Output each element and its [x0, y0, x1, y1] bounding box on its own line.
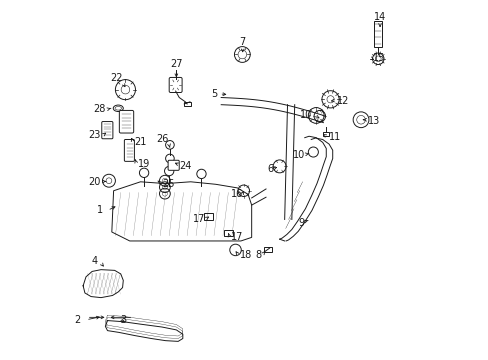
Text: 22: 22 [110, 73, 122, 83]
Bar [322, 132, 328, 136]
Text: 23: 23 [88, 130, 100, 140]
Text: 26: 26 [156, 134, 168, 144]
Text: 4: 4 [92, 256, 98, 266]
FancyBboxPatch shape [102, 122, 113, 139]
Text: 24: 24 [179, 161, 191, 171]
FancyBboxPatch shape [124, 139, 134, 161]
Text: 20: 20 [88, 177, 100, 187]
Text: 19: 19 [137, 159, 150, 169]
Text: 15: 15 [372, 53, 385, 63]
Bar [204, 213, 212, 220]
Text: 17: 17 [230, 232, 243, 242]
Text: 13: 13 [367, 116, 380, 126]
Bar [183, 102, 191, 107]
Bar [224, 230, 232, 236]
FancyBboxPatch shape [169, 77, 182, 93]
Text: 27: 27 [170, 59, 182, 69]
Text: 25: 25 [162, 179, 174, 189]
Text: 1: 1 [97, 206, 102, 216]
Text: 7: 7 [239, 37, 245, 47]
Text: 12: 12 [336, 96, 349, 106]
Text: 18: 18 [240, 250, 252, 260]
Text: 17: 17 [192, 215, 204, 224]
FancyBboxPatch shape [119, 111, 133, 133]
Text: 3: 3 [121, 315, 127, 325]
Text: 5: 5 [211, 89, 217, 99]
Text: 16: 16 [230, 189, 242, 199]
Bar [264, 247, 271, 252]
Text: 8: 8 [255, 250, 261, 260]
Text: 6: 6 [266, 164, 273, 174]
Text: 10: 10 [299, 111, 311, 121]
Text: 28: 28 [93, 104, 105, 114]
Text: 11: 11 [328, 132, 340, 142]
Text: 21: 21 [134, 138, 146, 147]
Text: 2: 2 [74, 315, 80, 325]
Text: 9: 9 [298, 218, 304, 228]
Text: 10: 10 [293, 150, 305, 160]
FancyBboxPatch shape [168, 160, 179, 170]
Polygon shape [112, 182, 251, 241]
Bar [373, 22, 382, 47]
Text: 14: 14 [373, 12, 386, 22]
